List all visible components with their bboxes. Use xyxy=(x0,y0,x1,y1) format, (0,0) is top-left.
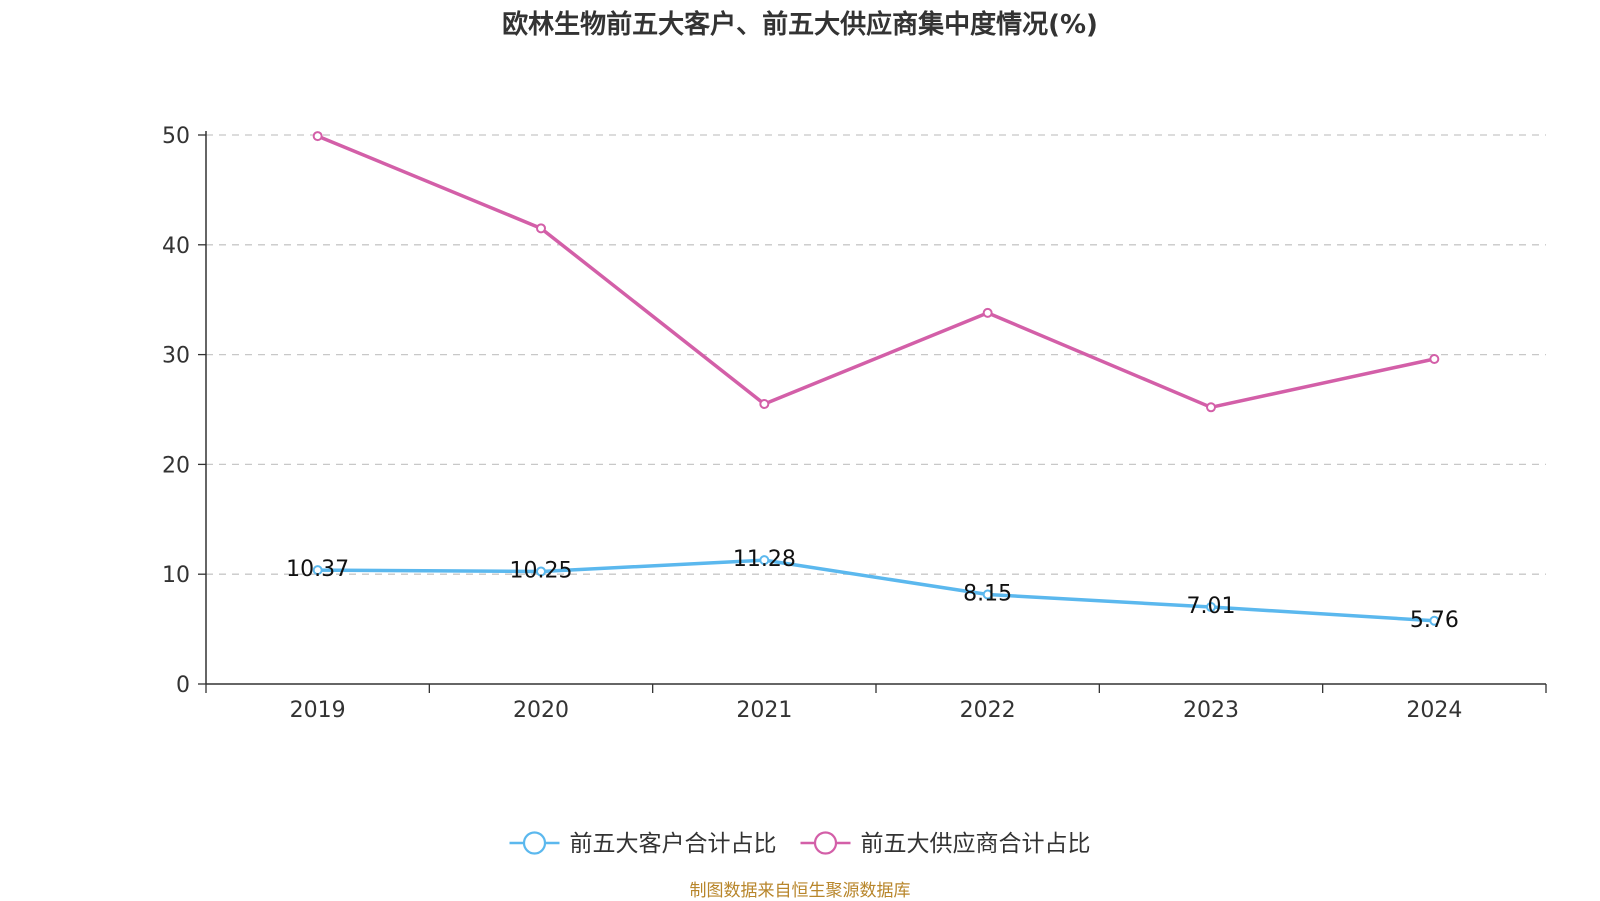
data-point xyxy=(982,589,993,600)
legend-marker-icon xyxy=(522,831,547,855)
y-tick-label: 0 xyxy=(176,673,190,698)
legend-marker-icon xyxy=(813,831,838,855)
y-tick-label: 10 xyxy=(162,563,190,588)
data-label: 10.37 xyxy=(286,557,349,582)
data-point xyxy=(759,555,770,566)
x-tick-label: 2020 xyxy=(513,698,569,723)
data-point xyxy=(759,399,770,410)
data-label: 5.76 xyxy=(1410,608,1459,633)
axes: 0 10 20 30 40 50 2019 2020 2021 2022 2023 2024 xyxy=(162,124,1547,723)
x-tick-label: 2023 xyxy=(1183,698,1239,723)
legend-item-2: 前五大供应商合计占比 xyxy=(800,831,1091,857)
x-tick-label: 2024 xyxy=(1406,698,1462,723)
data-point xyxy=(312,131,323,142)
y-tick-label: 30 xyxy=(162,344,190,369)
x-tick-label: 2019 xyxy=(290,698,346,723)
legend-label: 前五大客户合计占比 xyxy=(570,831,777,857)
data-point xyxy=(1206,402,1216,413)
data-point xyxy=(536,223,546,234)
series-lines xyxy=(312,131,1440,626)
chart-title: 欧林生物前五大客户、前五大供应商集中度情况(%) xyxy=(502,10,1098,40)
data-point xyxy=(536,566,546,577)
series-line-2 xyxy=(315,134,1437,410)
data-label: 11.28 xyxy=(733,547,796,572)
data-point xyxy=(312,565,323,576)
data-labels: 10.37 10.25 11.28 8.15 7.01 5.76 xyxy=(286,547,1459,633)
data-label: 7.01 xyxy=(1187,594,1236,619)
x-tick-label: 2022 xyxy=(960,698,1016,723)
data-label: 8.15 xyxy=(963,582,1012,607)
data-point xyxy=(982,307,993,318)
source-note: 制图数据来自恒生聚源数据库 xyxy=(689,881,911,901)
legend-label: 前五大供应商合计占比 xyxy=(861,831,1091,857)
data-label: 10.25 xyxy=(510,558,573,583)
data-point xyxy=(1429,353,1440,364)
legend: 前五大客户合计占比 前五大供应商合计占比 xyxy=(509,831,1091,857)
x-tick-label: 2021 xyxy=(736,698,792,723)
y-tick-label: 50 xyxy=(162,124,190,149)
series-line-1 xyxy=(315,558,1437,623)
y-tick-label: 40 xyxy=(162,234,190,259)
data-point xyxy=(1206,602,1216,613)
grid-lines xyxy=(206,134,1546,575)
y-tick-label: 20 xyxy=(162,453,190,478)
legend-item-1: 前五大客户合计占比 xyxy=(509,831,777,857)
data-point xyxy=(1429,615,1440,626)
